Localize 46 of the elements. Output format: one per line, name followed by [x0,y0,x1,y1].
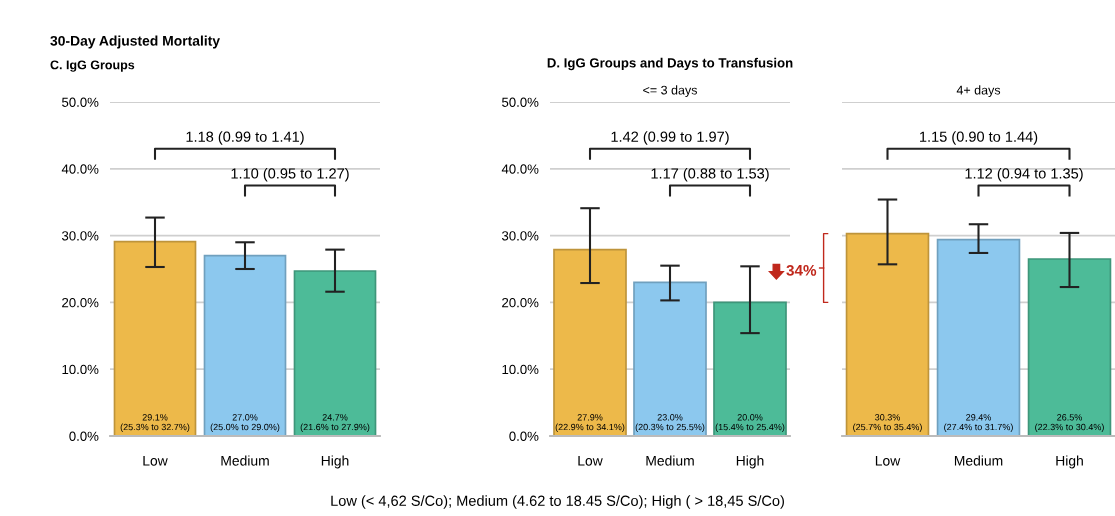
y-tick-label: 50.0% [502,97,539,107]
text: Low (< 4,62 S/Co); Medium (4.62 to 18.45 S/Co); High ( > 18,45 S/Co) [331,495,784,509]
data-label: 27.0% (25.0% to 29.0%) [210,414,280,432]
data-label: 27.9% (22.9% to 34.1%) [555,414,625,432]
x-tick-label: Medium [221,455,269,466]
y-tick-label: 20.0% [62,297,99,308]
chart-subtitle: 4+ days [956,85,1001,97]
chart-title: D. IgG Groups and Days to Transfusion [547,57,793,71]
y-tick-label: 40.0% [61,164,99,174]
y-tick-label: 50.0% [62,97,99,107]
annotation: 1.42 (0.99 to 1.97) [611,131,729,145]
y-tick-label: 10.0% [502,364,539,375]
x-tick-label: Medium [646,455,694,466]
x-tick-label: Medium [954,455,1003,466]
annotation: 1.10 (0.95 to 1.27) [231,167,349,182]
data-label: 20.0% (15.4% to 25.4%) [715,414,785,432]
chart-subtitle: <= 3 days [643,85,697,97]
annotation: 34% [786,264,817,276]
data-label: 29.4% (27.4% to 31.7%) [944,414,1013,432]
y-tick-label: 40.0% [501,164,539,174]
x-tick-label: Low [143,455,168,466]
data-label: 30.3% (25.7% to 35.4%) [853,414,922,432]
data-label: 23.0% (20.3% to 25.5%) [635,414,705,432]
x-tick-label: High [321,455,349,469]
y-tick-label: 30.0% [61,231,99,241]
chart-title: 30-Day Adjusted Mortality [50,35,220,49]
x-tick-label: High [1056,455,1083,469]
x-tick-label: Low [578,455,603,466]
bar [553,248,627,436]
y-tick-label: 0.0% [69,431,99,441]
x-tick-label: High [736,455,764,469]
data-label: 24.7% (21.6% to 27.9%) [300,414,370,432]
data-label: 29.1% (25.3% to 32.7%) [120,414,190,432]
y-tick-label: 30.0% [501,231,539,241]
bar [713,301,787,436]
annotation: 1.15 (0.90 to 1.44) [920,131,1038,145]
bar [633,281,707,436]
annotation: 1.12 (0.94 to 1.35) [965,167,1083,182]
y-tick-label: 10.0% [62,364,99,375]
annotation: 1.18 (0.99 to 1.41) [186,131,304,145]
chart-subtitle: C. IgG Groups [50,60,135,72]
y-tick-label: 0.0% [509,431,539,441]
y-tick-label: 20.0% [502,297,539,308]
data-label: 26.5% (22.3% to 30.4%) [1035,414,1104,432]
x-tick-label: Low [875,455,901,466]
annotation: 1.17 (0.88 to 1.53) [651,167,769,182]
